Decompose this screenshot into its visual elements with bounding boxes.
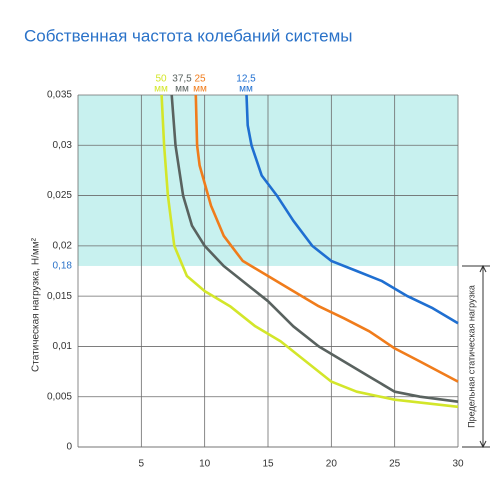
legend-unit: мм	[239, 84, 253, 95]
x-tick-label: 5	[139, 459, 145, 470]
y-tick-label: 0,035	[47, 90, 72, 101]
y-tick-label: 0,025	[47, 190, 72, 201]
y-tick-label: 0,005	[47, 391, 72, 402]
limit-label: 0,18	[53, 261, 73, 272]
bracket-arrow	[479, 264, 487, 273]
y-tick-label: 0,015	[47, 291, 72, 302]
limit-text: Предельная статическая нагрузка	[466, 285, 476, 428]
x-tick-label: 15	[262, 459, 274, 470]
legend-unit: мм	[193, 84, 207, 95]
y-axis-label: Статическая нагрузка, Н/мм²	[31, 237, 42, 372]
x-tick-label: 20	[326, 459, 338, 470]
y-tick-label: 0,02	[53, 240, 73, 251]
y-tick-label: 0,01	[53, 341, 73, 352]
series-line	[170, 94, 459, 403]
legend-unit: мм	[154, 84, 168, 95]
legend-label: 37,5	[172, 74, 192, 85]
chart-title: Собственная частота колебаний системы	[24, 26, 353, 45]
bracket-arrow	[479, 440, 487, 449]
legend-label: 12,5	[236, 74, 256, 85]
series-line	[194, 94, 459, 383]
y-tick-label: 0	[66, 442, 72, 453]
legend-label: 50	[155, 74, 167, 85]
x-tick-label: 30	[452, 459, 464, 470]
y-tick-label: 0,03	[53, 140, 73, 151]
legend-label: 25	[194, 74, 206, 85]
series-line	[245, 94, 459, 325]
legend-unit: мм	[175, 84, 189, 95]
x-tick-label: 10	[199, 459, 211, 470]
series-line	[160, 94, 459, 409]
x-tick-label: 25	[389, 459, 401, 470]
